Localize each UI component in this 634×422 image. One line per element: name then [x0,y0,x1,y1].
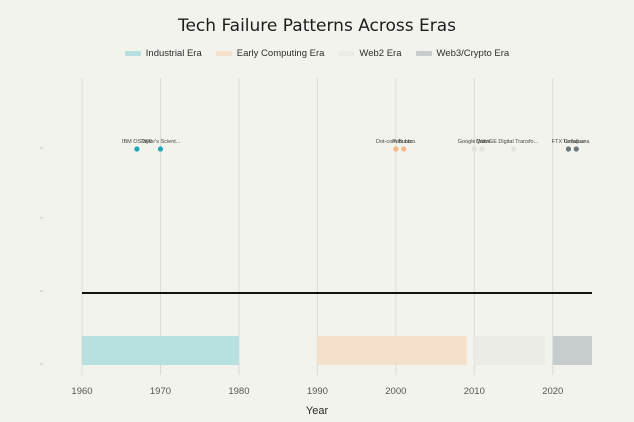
event-point [471,146,477,152]
event-label: IBM OS/360 [122,139,152,145]
x-axis-title: Year [306,405,329,417]
legend-item[interactable]: Web3/Crypto Era [415,48,510,59]
legend-label: Early Computing Era [236,48,325,59]
event-point [565,146,572,152]
chart-legend: Industrial Era Early Computing Era Web2 Er… [0,48,634,59]
legend-label: Industrial Era [145,48,202,59]
event-point [134,146,140,152]
event-point [393,146,399,152]
era-bar [552,336,592,365]
legend-swatch [338,51,355,56]
event-point [401,146,407,152]
event-point [157,146,164,152]
legend-item[interactable]: Industrial Era [124,48,202,59]
event-label: Quibi [476,139,489,145]
era-bar [474,336,545,365]
event-point [573,146,579,152]
event-label: Dot-com Bubb... [376,139,416,145]
era-bar [82,336,239,365]
legend-swatch [215,51,232,56]
x-tick-label: 1960 [71,386,92,397]
event-point [479,146,485,152]
event-label: Google Wave [458,139,491,145]
era-bar [317,336,467,365]
event-label: Pets.com [392,139,415,145]
x-tick-label: 1990 [307,386,328,397]
legend-item[interactable]: Web2 Era [338,48,402,59]
x-tick-label: 1980 [228,386,249,397]
chart-title: Tech Failure Patterns Across Eras [177,16,457,36]
legend-label: Web3/Crypto Era [436,48,510,59]
x-tick-label: 2010 [464,386,485,397]
legend-swatch [124,51,141,56]
legend-label: Web2 Era [359,48,402,59]
legend-swatch [415,51,432,56]
x-tick-label: 2000 [385,386,406,397]
event-label: Taylor's Scient... [141,139,181,145]
event-point [510,146,517,152]
event-label: Terra/Luna [563,139,590,145]
x-tick-label: 1970 [150,386,171,397]
event-label: GE Digital Transfo... [489,139,539,145]
x-tick-label: 2020 [542,386,563,397]
event-label: FTX Collapse [552,139,585,145]
legend-item[interactable]: Early Computing Era [215,48,325,59]
